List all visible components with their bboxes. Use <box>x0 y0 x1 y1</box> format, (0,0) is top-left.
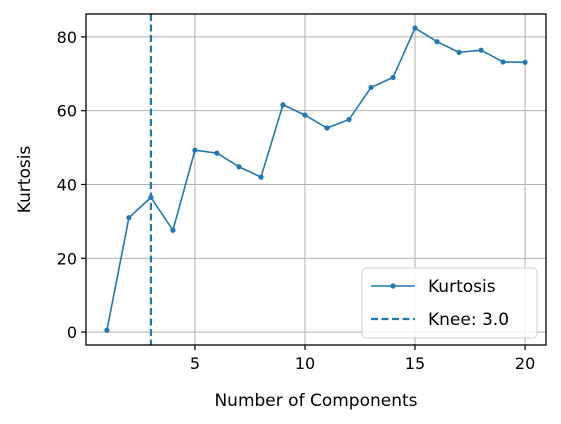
data-point <box>324 125 330 131</box>
data-point <box>456 49 462 55</box>
y-axis-label: Kurtosis <box>15 146 35 214</box>
legend-marker-kurtosis <box>390 283 396 289</box>
data-point <box>478 47 484 53</box>
data-point <box>280 102 286 108</box>
x-tick-label: 10 <box>295 354 315 373</box>
y-tick-label: 40 <box>57 175 77 194</box>
data-point <box>368 84 374 91</box>
grid-lines <box>86 14 546 345</box>
x-tick-label: 20 <box>515 354 535 373</box>
data-point <box>126 215 132 221</box>
data-point <box>434 39 440 45</box>
series-layer <box>104 14 528 345</box>
legend-label-kurtosis: Kurtosis <box>428 277 496 297</box>
legend-label-knee: Knee: 3.0 <box>428 310 509 330</box>
axis-ticks: 5 10 15 20 0 20 40 60 80 <box>57 28 536 373</box>
y-tick-label: 80 <box>57 28 77 47</box>
data-point <box>302 112 308 118</box>
data-point <box>192 147 198 153</box>
x-axis-label: Number of Components <box>214 391 417 411</box>
data-point <box>236 164 242 170</box>
legend: Kurtosis Knee: 3.0 <box>361 267 538 339</box>
data-point <box>346 116 352 123</box>
data-point <box>148 194 154 200</box>
data-point <box>390 74 396 81</box>
data-point <box>104 327 110 333</box>
y-tick-label: 60 <box>57 102 77 121</box>
data-point <box>214 150 220 156</box>
y-tick-label: 0 <box>67 323 77 342</box>
data-point <box>258 174 264 180</box>
data-point <box>412 25 418 31</box>
data-point <box>522 59 528 65</box>
x-tick-label: 15 <box>405 354 425 373</box>
data-point <box>500 59 506 65</box>
y-tick-label: 20 <box>57 249 77 268</box>
series-line <box>106 27 526 331</box>
plot-area-frame <box>85 13 547 346</box>
data-point <box>170 227 176 233</box>
x-tick-label: 5 <box>190 354 200 373</box>
